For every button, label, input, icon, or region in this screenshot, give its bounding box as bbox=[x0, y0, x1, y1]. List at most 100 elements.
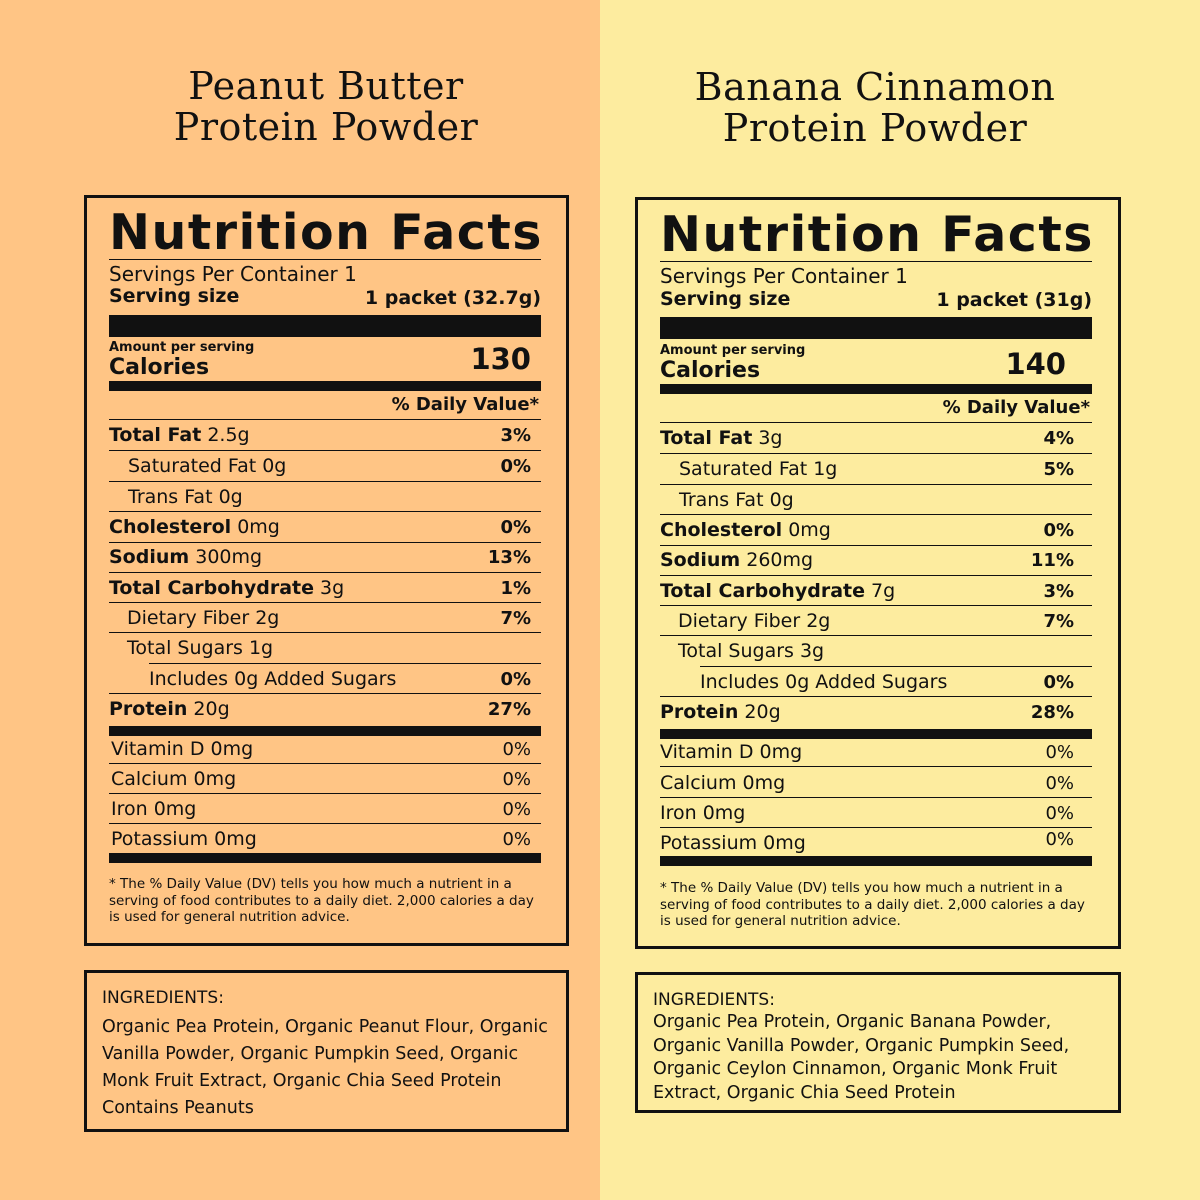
nutrient-dv: 7% bbox=[500, 608, 531, 629]
divider bbox=[660, 545, 1092, 546]
divider bbox=[109, 823, 541, 824]
product-title-line2: Protein Powder bbox=[173, 105, 479, 149]
nutrient-amount: 0mg bbox=[237, 516, 280, 538]
nutrient-amount: 0mg bbox=[788, 519, 831, 541]
ingredients-heading: INGREDIENTS: bbox=[653, 990, 775, 1010]
ingredients-line: Organic Pea Protein, Organic Peanut Flou… bbox=[102, 1017, 548, 1037]
nutrient-amount: 20g bbox=[193, 698, 230, 720]
nutrient-dv: 27% bbox=[487, 699, 531, 720]
daily-value-header: % Daily Value* bbox=[942, 397, 1090, 418]
nutrient-row-cholesterol: Cholesterol 0mg bbox=[660, 519, 831, 541]
calories-label: Calories bbox=[109, 355, 210, 380]
ingredients-heading: INGREDIENTS: bbox=[102, 988, 224, 1008]
nutrient-row-trans-fat: Trans Fat 0g bbox=[679, 489, 794, 511]
nutrient-amount: 3g bbox=[758, 427, 783, 449]
nutrient-dv: 0% bbox=[500, 517, 531, 538]
ingredients-list: Organic Pea Protein, Organic Peanut Flou… bbox=[102, 1014, 548, 1122]
vitamin-row: Vitamin D 0mg bbox=[111, 738, 254, 760]
vitamin-dv: 0% bbox=[1045, 803, 1074, 824]
amount-per-serving: Amount per serving bbox=[660, 343, 806, 358]
daily-value-footnote: * The % Daily Value (DV) tells you how m… bbox=[660, 880, 1085, 929]
nutrient-name: Total Carbohydrate bbox=[660, 580, 865, 602]
divider bbox=[109, 419, 541, 420]
vitamin-dv: 0% bbox=[1045, 829, 1074, 850]
nutrient-row-dietary-fiber: Dietary Fiber 2g bbox=[678, 610, 831, 632]
nutrient-row-total-sugars: Total Sugars 3g bbox=[678, 640, 825, 662]
divider bbox=[109, 763, 541, 764]
medium-divider bbox=[660, 384, 1092, 394]
nutrient-row-total-carbohydrate: Total Carbohydrate 7g bbox=[660, 580, 895, 602]
servings-per-container: Servings Per Container 1 bbox=[109, 262, 357, 286]
nutrient-dv: 7% bbox=[1043, 611, 1074, 632]
thick-divider bbox=[660, 856, 1092, 866]
divider bbox=[109, 572, 541, 573]
nutrition-facts-heading: Nutrition Facts bbox=[660, 206, 1094, 263]
divider bbox=[149, 663, 541, 664]
vitamin-dv: 0% bbox=[1045, 773, 1074, 794]
nutrient-name: Cholesterol bbox=[660, 519, 783, 541]
nutrient-amount: 260mg bbox=[746, 549, 814, 571]
nutrient-dv: 5% bbox=[1043, 459, 1074, 480]
nutrition-facts-label: Nutrition Facts Servings Per Container 1… bbox=[84, 195, 569, 946]
nutrient-dv: 1% bbox=[500, 578, 531, 599]
ingredients-box: INGREDIENTS: Organic Pea Protein, Organi… bbox=[635, 972, 1121, 1113]
ingredients-box: INGREDIENTS: Organic Pea Protein, Organi… bbox=[84, 970, 569, 1132]
thick-divider bbox=[109, 853, 541, 863]
nutrient-dv: 0% bbox=[1043, 672, 1074, 693]
daily-value-footnote: * The % Daily Value (DV) tells you how m… bbox=[109, 876, 534, 925]
serving-size-value: 1 packet (32.7g) bbox=[364, 287, 541, 309]
nutrient-name: Protein bbox=[109, 698, 188, 720]
product-title: Banana Cinnamon Protein Powder bbox=[575, 67, 1175, 149]
thick-divider bbox=[660, 729, 1092, 739]
nutrient-row-saturated-fat: Saturated Fat 0g bbox=[128, 455, 287, 477]
nutrient-row-total-fat: Total Fat 3g bbox=[660, 427, 783, 449]
divider bbox=[109, 602, 541, 603]
serving-size-value: 1 packet (31g) bbox=[936, 289, 1092, 311]
divider bbox=[660, 605, 1092, 606]
nutrient-row-protein: Protein 20g bbox=[660, 701, 781, 723]
divider bbox=[109, 632, 541, 633]
nutrition-facts-label: Nutrition Facts Servings Per Container 1… bbox=[635, 197, 1121, 949]
nutrient-name: Total Carbohydrate bbox=[109, 577, 314, 599]
divider bbox=[109, 450, 541, 451]
product-title-line2: Protein Powder bbox=[722, 106, 1028, 150]
nutrient-amount: 300mg bbox=[195, 546, 263, 568]
nutrient-row-total-sugars: Total Sugars 1g bbox=[127, 637, 274, 659]
serving-size-label: Serving size bbox=[660, 288, 791, 310]
nutrient-dv: 11% bbox=[1030, 550, 1074, 571]
ingredients-line: Vanilla Powder, Organic Pumpkin Seed, Or… bbox=[102, 1044, 519, 1064]
nutrient-name: Total Fat bbox=[109, 424, 202, 446]
nutrient-dv: 0% bbox=[500, 456, 531, 477]
nutrient-row-sodium: Sodium 300mg bbox=[109, 546, 262, 568]
divider bbox=[660, 575, 1092, 576]
divider bbox=[660, 797, 1092, 798]
vitamin-dv: 0% bbox=[502, 739, 531, 760]
nutrient-amount: 2.5g bbox=[207, 424, 250, 446]
product-panel-banana-cinnamon: Banana Cinnamon Protein Powder Nutrition… bbox=[600, 0, 1200, 1200]
vitamin-dv: 0% bbox=[502, 829, 531, 850]
nutrient-dv: 0% bbox=[500, 669, 531, 690]
vitamin-row: Iron 0mg bbox=[111, 798, 197, 820]
vitamin-dv: 0% bbox=[502, 799, 531, 820]
ingredients-line: Extract, Organic Chia Seed Protein bbox=[653, 1082, 956, 1103]
nutrient-row-trans-fat: Trans Fat 0g bbox=[128, 486, 243, 508]
ingredients-list: Organic Pea Protein, Organic Banana Powd… bbox=[653, 1011, 1069, 1105]
nutrient-dv: 3% bbox=[1043, 581, 1074, 602]
thick-divider bbox=[109, 726, 541, 736]
calories-label: Calories bbox=[660, 358, 761, 383]
divider bbox=[660, 453, 1092, 454]
nutrient-dv: 0% bbox=[1043, 520, 1074, 541]
ingredients-line: Organic Pea Protein, Organic Banana Powd… bbox=[653, 1012, 1052, 1032]
nutrient-row-added-sugars: Includes 0g Added Sugars bbox=[149, 668, 397, 690]
amount-per-serving: Amount per serving bbox=[109, 340, 255, 355]
product-panel-peanut-butter: Peanut Butter Protein Powder Nutrition F… bbox=[0, 0, 600, 1200]
nutrient-name: Cholesterol bbox=[109, 516, 232, 538]
divider bbox=[109, 693, 541, 694]
vitamin-dv: 0% bbox=[502, 769, 531, 790]
thick-divider bbox=[109, 315, 541, 337]
nutrient-dv: 13% bbox=[487, 547, 531, 568]
vitamin-row: Potassium 0mg bbox=[660, 832, 806, 854]
nutrient-amount: 7g bbox=[871, 580, 896, 602]
nutrient-row-dietary-fiber: Dietary Fiber 2g bbox=[127, 607, 280, 629]
ingredients-line: Organic Vanilla Powder, Organic Pumpkin … bbox=[653, 1035, 1070, 1056]
